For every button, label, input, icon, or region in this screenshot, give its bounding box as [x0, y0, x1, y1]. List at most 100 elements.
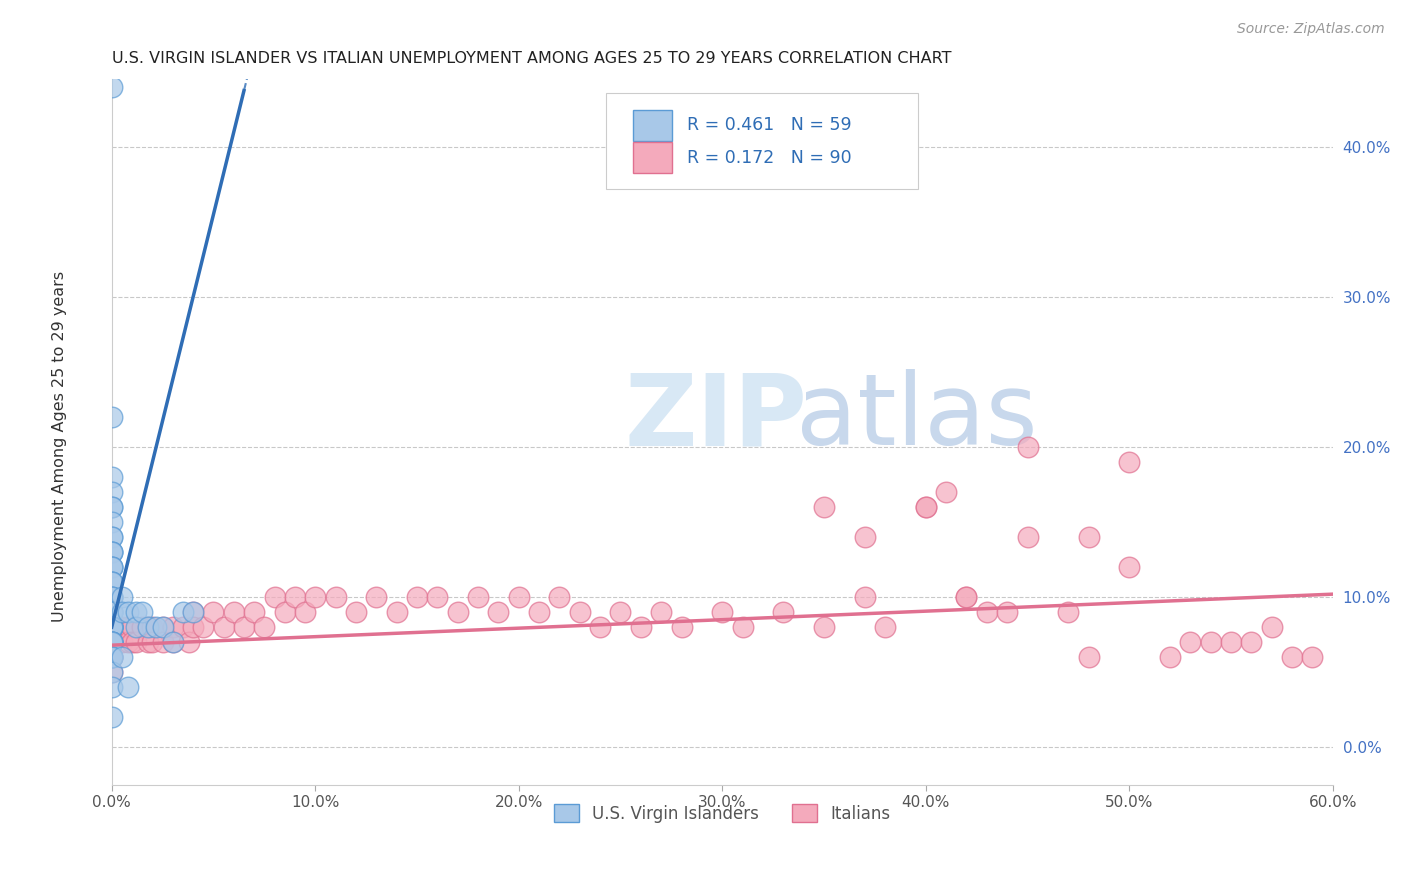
- Point: [100, 545, 122, 559]
- Point: [181, 605, 204, 619]
- Point: [131, 620, 153, 634]
- Point: [344, 605, 367, 619]
- Point: [813, 620, 835, 634]
- Point: [100, 575, 122, 590]
- Point: [853, 530, 876, 544]
- Point: [111, 605, 134, 619]
- Point: [193, 620, 215, 634]
- Point: [100, 620, 122, 634]
- Point: [630, 620, 652, 634]
- Point: [955, 590, 977, 604]
- Point: [294, 605, 316, 619]
- Point: [100, 620, 122, 634]
- Text: R = 0.172   N = 90: R = 0.172 N = 90: [686, 149, 852, 167]
- Point: [100, 635, 122, 649]
- Point: [772, 605, 794, 619]
- Point: [100, 620, 122, 634]
- Point: [233, 620, 256, 634]
- Point: [671, 620, 693, 634]
- Point: [100, 530, 122, 544]
- Point: [100, 665, 122, 680]
- Point: [100, 650, 122, 665]
- Point: [125, 635, 148, 649]
- Point: [100, 79, 122, 94]
- Point: [1077, 650, 1099, 665]
- Point: [873, 620, 896, 634]
- Point: [100, 650, 122, 665]
- Point: [152, 635, 174, 649]
- Point: [385, 605, 408, 619]
- Point: [1199, 635, 1222, 649]
- Point: [100, 620, 122, 634]
- Point: [1301, 650, 1323, 665]
- Point: [711, 605, 734, 619]
- Point: [162, 620, 184, 634]
- Point: [100, 530, 122, 544]
- Point: [325, 590, 347, 604]
- Point: [100, 620, 122, 634]
- Text: U.S. VIRGIN ISLANDER VS ITALIAN UNEMPLOYMENT AMONG AGES 25 TO 29 YEARS CORRELATI: U.S. VIRGIN ISLANDER VS ITALIAN UNEMPLOY…: [111, 51, 952, 66]
- Point: [125, 605, 148, 619]
- Point: [100, 560, 122, 574]
- Point: [212, 620, 235, 634]
- Point: [406, 590, 429, 604]
- Point: [1077, 530, 1099, 544]
- Point: [100, 620, 122, 634]
- Point: [100, 485, 122, 500]
- Point: [589, 620, 612, 634]
- Point: [100, 470, 122, 484]
- Point: [100, 710, 122, 724]
- Point: [253, 620, 276, 634]
- Point: [100, 635, 122, 649]
- Point: [111, 635, 134, 649]
- Point: [100, 620, 122, 634]
- Point: [100, 515, 122, 529]
- Point: [181, 605, 204, 619]
- Point: [243, 605, 266, 619]
- Point: [955, 590, 977, 604]
- Point: [1240, 635, 1263, 649]
- FancyBboxPatch shape: [606, 94, 918, 189]
- Point: [100, 665, 122, 680]
- Point: [1159, 650, 1181, 665]
- Point: [447, 605, 470, 619]
- Point: [100, 560, 122, 574]
- Point: [100, 500, 122, 514]
- Point: [1118, 455, 1140, 469]
- Point: [100, 605, 122, 619]
- Text: Source: ZipAtlas.com: Source: ZipAtlas.com: [1237, 22, 1385, 37]
- Point: [1260, 620, 1282, 634]
- Legend: U.S. Virgin Islanders, Italians: U.S. Virgin Islanders, Italians: [547, 797, 897, 830]
- Point: [527, 605, 550, 619]
- Point: [853, 590, 876, 604]
- Text: R = 0.461   N = 59: R = 0.461 N = 59: [686, 116, 852, 134]
- Point: [508, 590, 530, 604]
- Point: [117, 605, 139, 619]
- Text: Unemployment Among Ages 25 to 29 years: Unemployment Among Ages 25 to 29 years: [52, 270, 66, 622]
- Point: [121, 620, 143, 634]
- Point: [181, 620, 204, 634]
- Point: [177, 635, 200, 649]
- Point: [100, 590, 122, 604]
- Point: [121, 635, 143, 649]
- Bar: [633, 142, 672, 173]
- Point: [172, 620, 194, 634]
- Point: [111, 650, 134, 665]
- Point: [100, 635, 122, 649]
- Point: [100, 500, 122, 514]
- Point: [568, 605, 591, 619]
- Point: [222, 605, 245, 619]
- Point: [100, 620, 122, 634]
- Point: [100, 635, 122, 649]
- Point: [100, 650, 122, 665]
- Point: [1017, 440, 1039, 454]
- Point: [131, 605, 153, 619]
- Point: [100, 635, 122, 649]
- Point: [100, 575, 122, 590]
- Point: [100, 575, 122, 590]
- Point: [100, 635, 122, 649]
- Point: [100, 635, 122, 649]
- Point: [1118, 560, 1140, 574]
- Point: [111, 620, 134, 634]
- Point: [138, 620, 160, 634]
